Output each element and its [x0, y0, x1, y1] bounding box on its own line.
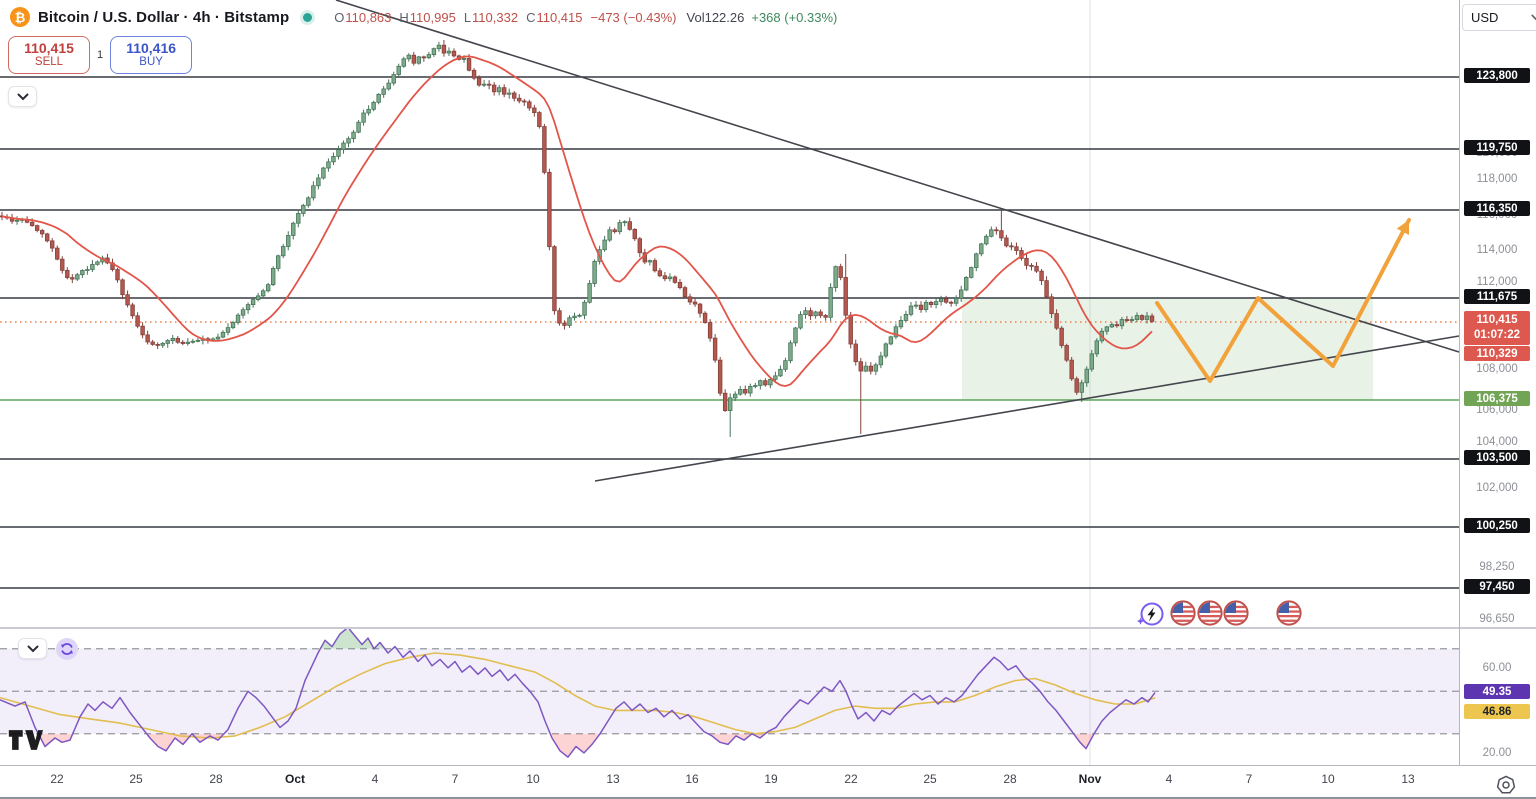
price-level-label: 123,800 — [1464, 68, 1530, 83]
currency-selector[interactable]: USD — [1462, 4, 1536, 31]
price-level-label: 111,675 — [1464, 289, 1530, 304]
settings-gear-icon[interactable] — [1493, 772, 1518, 797]
time-axis-tick: 16 — [685, 772, 699, 786]
sell-price: 110,415 — [24, 40, 74, 57]
us-flag-event-icon[interactable] — [1169, 599, 1197, 632]
collapse-rsi-pane-button[interactable] — [18, 638, 47, 659]
time-axis-tick: 7 — [1245, 772, 1253, 786]
price-axis-tick: 102,000 — [1476, 482, 1518, 494]
time-axis-tick: 7 — [451, 772, 459, 786]
buy-button[interactable]: 110,416 BUY — [110, 36, 193, 74]
ohlc-segment: +368 (+0.33%) — [751, 9, 838, 25]
time-axis-tick: 10 — [1321, 772, 1335, 786]
rsi-value-label: 49.35 — [1464, 684, 1530, 699]
last-price-label: 110,415 01:07:22 — [1464, 311, 1530, 346]
sell-label: SELL — [34, 56, 64, 69]
ohlc-segment: −473 (−0.43%) — [590, 9, 677, 25]
ohlc-segment: 122.26 — [704, 9, 745, 25]
us-flag-event-icon[interactable] — [1275, 599, 1303, 632]
time-axis-tick: 13 — [606, 772, 620, 786]
price-level-label: 100,250 — [1464, 518, 1530, 533]
order-panel: 110,415 SELL 1 110,416 BUY — [8, 36, 193, 74]
time-axis-tick: 25 — [923, 772, 937, 786]
rsi-line — [0, 626, 1156, 758]
ohlc-values: O 110,863 H 110,995 L 110,332 C 110,415 −473 (−0… — [326, 10, 837, 25]
price-axis[interactable]: 120,000118,000116,000114,000112,000108,0… — [1460, 0, 1536, 765]
price-axis-tick: 106,000 — [1476, 404, 1518, 416]
symbol-header: ₿ Bitcoin / U.S. Dollar · 4h · Bitstamp … — [10, 5, 837, 29]
projection-arrow — [1155, 218, 1411, 383]
rsi-axis-tick: 60.00 — [1482, 662, 1512, 674]
price-level-label: 116,350 — [1464, 201, 1530, 216]
currency-label: USD — [1471, 10, 1499, 25]
collapse-main-pane-button[interactable] — [8, 86, 37, 107]
chevron-down-icon — [27, 645, 38, 652]
time-axis-tick: 22 — [844, 772, 858, 786]
support-price-label: 106,375 — [1464, 391, 1530, 406]
ohlc-segment: H — [399, 9, 409, 25]
time-axis-tick: 22 — [50, 772, 64, 786]
bar-countdown: 01:07:22 — [1473, 329, 1521, 342]
chevron-down-icon — [1531, 14, 1536, 21]
time-axis-tick: 10 — [526, 772, 540, 786]
sell-button[interactable]: 110,415 SELL — [8, 36, 90, 74]
time-axis-tick: 4 — [371, 772, 379, 786]
time-axis-tick: Nov — [1078, 772, 1102, 786]
price-axis-tick: 114,000 — [1476, 244, 1518, 256]
price-axis-tick: 96,650 — [1479, 613, 1515, 625]
price-axis-tick: 112,000 — [1476, 276, 1518, 288]
projection-arrowhead — [1396, 220, 1409, 235]
time-axis-tick: 28 — [209, 772, 223, 786]
time-axis[interactable]: 22 25 28 Oct 4 7 10 13 16 19 22 25 28 Nov 4 7 10 13 — [0, 766, 1536, 797]
bitcoin-icon: ₿ — [10, 7, 30, 27]
symbol-title[interactable]: Bitcoin / U.S. Dollar · 4h · Bitstamp — [38, 8, 290, 26]
refresh-arrows-icon — [61, 643, 73, 655]
rsi-axis-tick: 20.00 — [1482, 747, 1512, 759]
price-level-label: 97,450 — [1464, 579, 1530, 594]
moving-average-line — [1, 55, 1153, 388]
price-axis-tick: 108,000 — [1476, 363, 1518, 375]
price-axis-tick: 104,000 — [1476, 436, 1518, 448]
earnings-lightning-icon[interactable] — [1136, 600, 1165, 633]
us-flag-event-icon[interactable] — [1196, 599, 1224, 632]
time-axis-tick: Oct — [284, 772, 306, 786]
candles — [0, 40, 1155, 437]
ohlc-segment: O — [334, 9, 345, 25]
refresh-icon[interactable] — [56, 638, 78, 660]
time-axis-tick: 28 — [1003, 772, 1017, 786]
ohlc-segment: 110,995 — [409, 9, 456, 25]
ohlc-segment: C — [526, 9, 536, 25]
ohlc-segment: 110,415 — [536, 9, 583, 25]
market-status-icon — [303, 12, 313, 22]
chevron-down-icon — [17, 93, 28, 100]
secondary-price-label: 110,329 — [1464, 346, 1530, 361]
ohlc-segment: 110,332 — [472, 9, 519, 25]
descending-resistance — [335, 0, 1460, 353]
time-axis-tick: 13 — [1401, 772, 1415, 786]
tradingview-logo — [8, 727, 44, 758]
price-axis-tick: 98,250 — [1479, 561, 1515, 573]
time-axis-tick: 19 — [764, 772, 778, 786]
time-axis-tick: 25 — [129, 772, 143, 786]
spread-value: 1 — [97, 49, 104, 61]
price-level-label: 103,500 — [1464, 450, 1530, 465]
rsi-ma-value-label: 46.86 — [1464, 704, 1530, 719]
ohlc-segment: 110,863 — [345, 9, 392, 25]
us-flag-event-icon[interactable] — [1222, 599, 1250, 632]
price-axis-tick: 118,000 — [1476, 173, 1518, 185]
buy-label: BUY — [139, 56, 163, 69]
buy-price: 110,416 — [126, 40, 177, 57]
ohlc-segment: L — [463, 9, 472, 25]
ohlc-segment: Vol — [686, 9, 705, 25]
ascending-support — [594, 335, 1460, 482]
time-axis-tick: 4 — [1165, 772, 1173, 786]
price-level-label: 119,750 — [1464, 140, 1530, 155]
